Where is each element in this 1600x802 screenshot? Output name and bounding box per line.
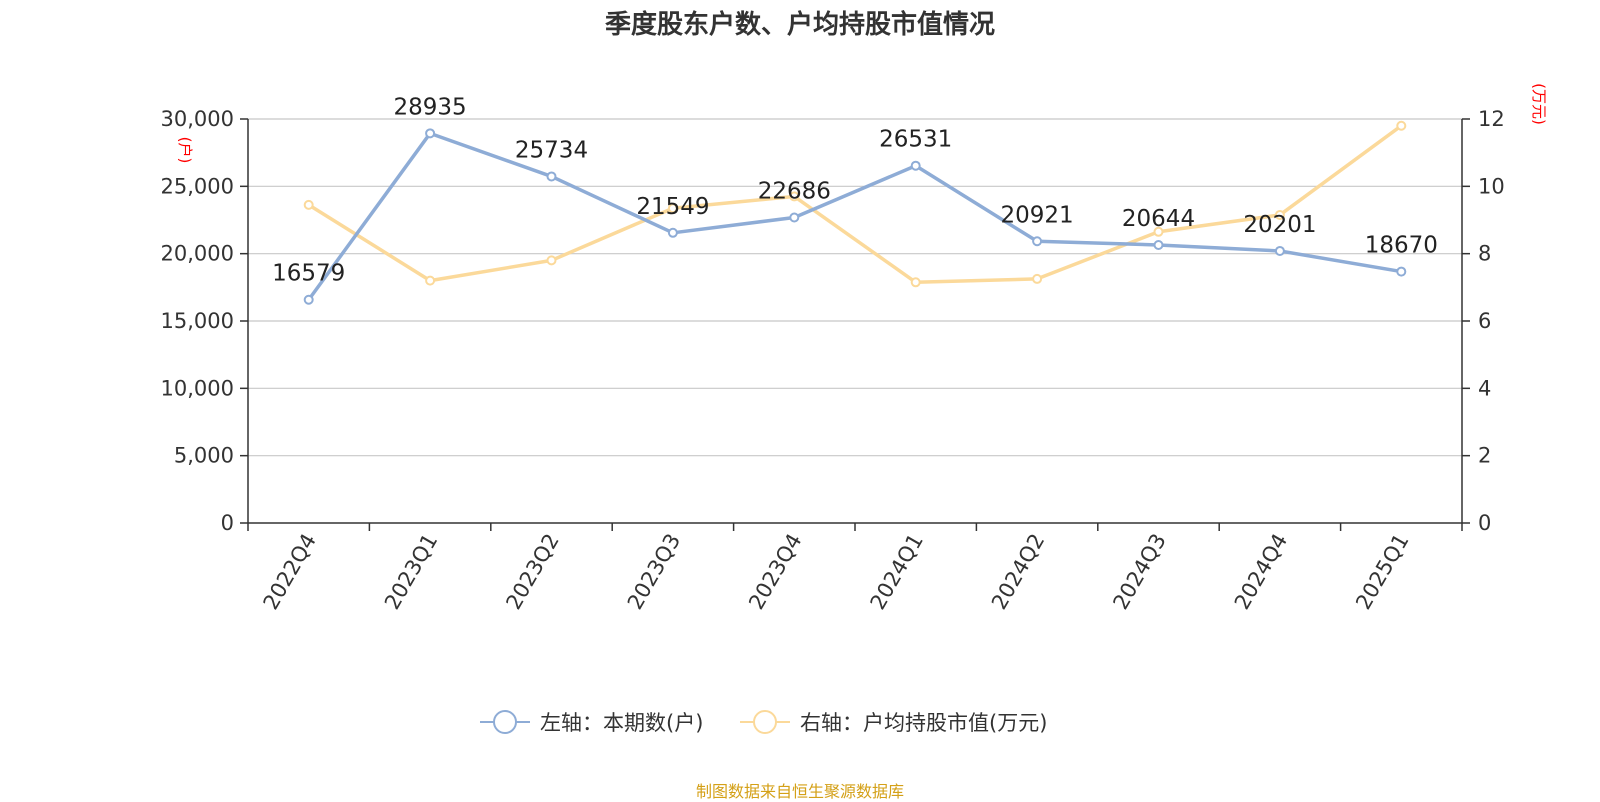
series-0-point	[546, 171, 557, 182]
legend-marker-1	[753, 710, 777, 734]
data-label: 20644	[1122, 206, 1195, 232]
series-1-point	[303, 199, 314, 210]
source-note: 制图数据来自恒生聚源数据库	[695, 782, 904, 801]
series-0-point	[1396, 266, 1407, 277]
series-0-point	[1274, 245, 1285, 256]
right-tick-label: 4	[1478, 376, 1491, 400]
left-tick-label: 10,000	[161, 376, 234, 400]
series-0-point	[1153, 239, 1164, 250]
left-axis-unit: (户)	[176, 137, 194, 164]
legend: 左轴：本期数(户) 右轴：户均持股市值(万元)	[480, 710, 1047, 735]
x-tick-label: 2023Q4	[744, 530, 806, 614]
series-1-point	[1032, 273, 1043, 284]
series-layer	[303, 120, 1407, 305]
x-tick-label: 2022Q4	[259, 530, 321, 614]
left-axis-ticks: 0 5,000 10,000 15,000 20,000 25,000 30,000	[161, 107, 248, 535]
right-axis-unit: (万元)	[1530, 83, 1548, 125]
left-tick-label: 30,000	[161, 107, 234, 131]
right-tick-label: 0	[1478, 511, 1491, 535]
series-1-point	[1153, 226, 1164, 237]
series-1-point	[546, 255, 557, 266]
series-1-point	[910, 277, 921, 288]
series-1-point	[1274, 209, 1285, 220]
series-0-point	[1032, 236, 1043, 247]
x-tick-label: 2024Q2	[987, 530, 1049, 614]
series-1-point	[425, 275, 436, 286]
x-tick-label: 2024Q3	[1108, 530, 1170, 614]
chart-title: 季度股东户数、户均持股市值情况	[604, 10, 995, 40]
data-label: 21549	[636, 194, 709, 220]
data-label: 20201	[1243, 212, 1316, 238]
x-tick-label: 2023Q3	[623, 530, 685, 614]
right-tick-label: 8	[1478, 242, 1491, 266]
data-label: 26531	[879, 127, 952, 153]
legend-marker-0	[493, 710, 517, 734]
data-label: 28935	[394, 94, 467, 120]
data-labels: 16579 28935 25734 21549 22686 26531 20921 20644…	[272, 94, 1438, 286]
series-0-point	[910, 160, 921, 171]
right-axis-ticks: 0 2 4 6 8 10 12	[1462, 107, 1505, 535]
x-tick-label: 2024Q4	[1230, 530, 1292, 614]
x-tick-label: 2023Q2	[501, 530, 563, 614]
series-line-0	[307, 131, 1402, 301]
series-0-point	[425, 128, 436, 139]
x-tick-label: 2024Q1	[866, 530, 928, 614]
x-tick-label: 2025Q1	[1351, 530, 1413, 614]
left-tick-label: 0	[221, 511, 234, 535]
series-0-point	[667, 227, 678, 238]
series-0-point	[789, 212, 800, 223]
grid-lines	[248, 118, 1462, 457]
series-1-point	[667, 203, 678, 214]
left-tick-label: 20,000	[161, 242, 234, 266]
x-tick-label: 2023Q1	[380, 530, 442, 614]
left-tick-label: 15,000	[161, 309, 234, 333]
left-tick-label: 25,000	[161, 174, 234, 198]
series-line-1	[307, 124, 1403, 285]
data-label: 18670	[1365, 233, 1438, 259]
right-tick-label: 2	[1478, 444, 1491, 468]
series-0-point	[303, 294, 314, 305]
right-tick-label: 12	[1478, 107, 1505, 131]
series-1-point	[1396, 120, 1407, 131]
x-axis-ticks: 2022Q4 2023Q1 2023Q2 2023Q3 2023Q4 2024Q1 2024…	[247, 523, 1463, 614]
data-label: 25734	[515, 137, 588, 163]
left-tick-label: 5,000	[174, 444, 234, 468]
data-label: 22686	[758, 178, 831, 204]
right-tick-label: 10	[1478, 174, 1505, 198]
right-tick-label: 6	[1478, 309, 1491, 333]
data-label: 16579	[272, 261, 345, 287]
legend-label-0: 左轴：本期数(户)	[540, 711, 703, 735]
data-label: 20921	[1001, 202, 1074, 228]
series-1-point	[789, 191, 800, 202]
legend-label-1: 右轴：户均持股市值(万元)	[800, 711, 1047, 735]
